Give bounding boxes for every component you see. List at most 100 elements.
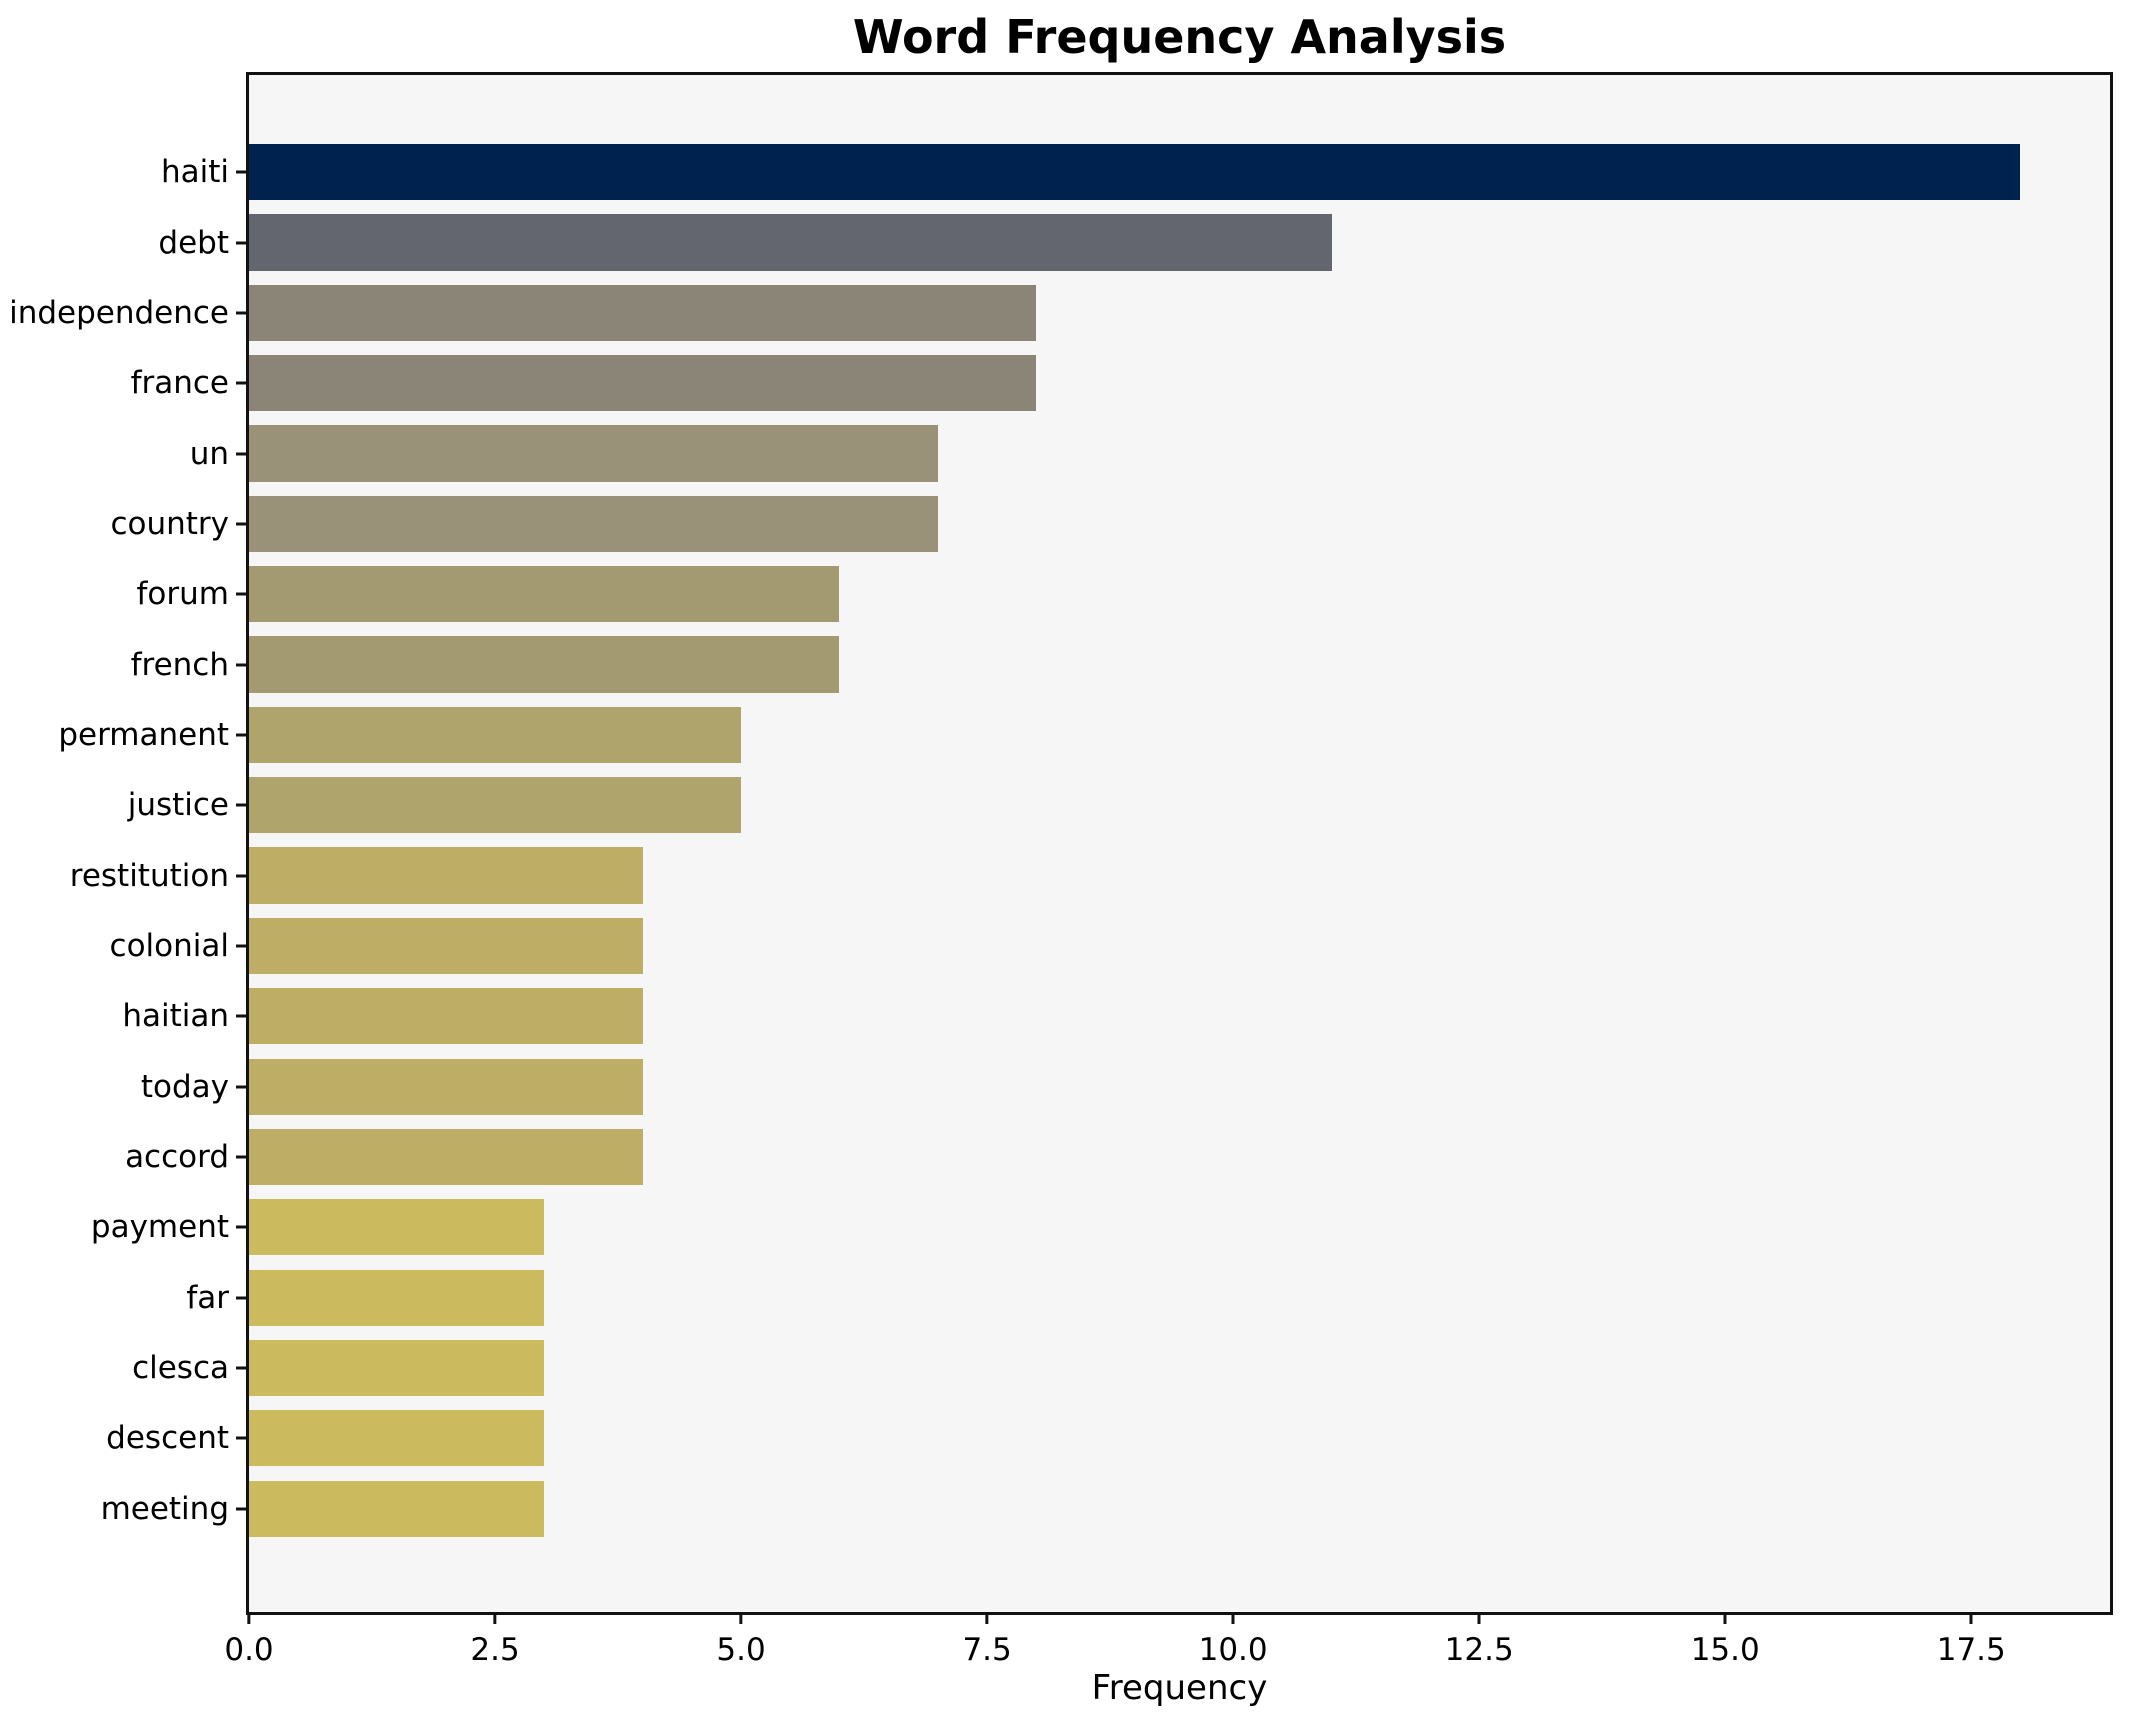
y-tick-mark xyxy=(236,522,248,526)
bar-row: debt xyxy=(158,207,2110,277)
bar-row: restitution xyxy=(70,840,2110,910)
y-tick-label: justice xyxy=(127,787,229,824)
y-tick-mark xyxy=(236,733,248,737)
y-tick-mark xyxy=(236,803,248,807)
y-tick-mark xyxy=(236,381,248,385)
y-tick-label: haitian xyxy=(122,998,229,1035)
y-tick-mark xyxy=(236,1085,248,1089)
y-tick-label: clesca xyxy=(132,1350,229,1387)
x-tick-label: 15.0 xyxy=(1690,1632,1760,1668)
x-tick: 7.5 xyxy=(962,1612,1012,1668)
y-tick-label: un xyxy=(189,435,229,472)
y-tick-label: french xyxy=(130,646,229,683)
bar-row: french xyxy=(131,629,2110,699)
bar-row: today xyxy=(141,1051,2110,1121)
y-tick-mark xyxy=(236,241,248,245)
x-tick-label: 5.0 xyxy=(716,1632,766,1668)
x-tick-mark xyxy=(1477,1612,1481,1624)
bar-row: independence xyxy=(9,278,2110,348)
bar-row: descent xyxy=(106,1403,2110,1473)
y-tick-label: forum xyxy=(136,576,229,613)
x-tick-mark xyxy=(493,1612,497,1624)
plot-area: haiti debt independence france un country foru… xyxy=(9,72,2113,1615)
x-tick-label: 17.5 xyxy=(1936,1632,2006,1668)
x-tick: 2.5 xyxy=(470,1612,520,1668)
bar xyxy=(249,636,840,693)
y-tick-mark xyxy=(236,1507,248,1511)
x-tick-label: 12.5 xyxy=(1444,1632,1514,1668)
y-tick-mark xyxy=(236,311,248,315)
bar-row: colonial xyxy=(110,911,2110,981)
bar xyxy=(249,1269,545,1326)
y-tick-label: meeting xyxy=(100,1490,229,1527)
x-tick: 10.0 xyxy=(1199,1612,1268,1668)
y-tick-label: independence xyxy=(9,294,229,331)
x-tick: 5.0 xyxy=(716,1612,766,1668)
y-tick-mark xyxy=(236,944,248,948)
bar-row: permanent xyxy=(58,700,2110,770)
bar-row: haitian xyxy=(122,981,2110,1051)
y-tick-mark xyxy=(236,874,248,878)
bar xyxy=(249,988,643,1045)
x-tick-label: 10.0 xyxy=(1198,1632,1268,1668)
x-axis-ticks: 0.0 2.5 5.0 7.5 10.0 12.5 15.0 17.5 xyxy=(224,1612,2110,1692)
bar-row: far xyxy=(186,1263,2110,1333)
bar xyxy=(249,144,2021,201)
bar-rows-container: haiti debt independence france un country foru… xyxy=(9,137,2110,1544)
bar xyxy=(249,706,742,764)
y-tick-mark xyxy=(236,452,248,456)
chart-title: Word Frequency Analysis xyxy=(852,10,1507,64)
bar xyxy=(249,1410,545,1467)
y-tick-mark xyxy=(236,1155,248,1159)
bar-row: meeting xyxy=(101,1474,2110,1544)
bar-row: clesca xyxy=(132,1333,2110,1403)
x-axis-label: Frequency xyxy=(1091,1668,1268,1708)
x-tick: 15.0 xyxy=(1691,1612,1760,1668)
y-tick-mark xyxy=(236,592,248,596)
bar xyxy=(249,355,1037,412)
bar xyxy=(249,1199,545,1256)
bar xyxy=(249,425,938,482)
y-tick-label: debt xyxy=(158,224,229,261)
bar xyxy=(249,1058,643,1115)
bar xyxy=(249,566,840,623)
bar xyxy=(249,777,742,834)
bar xyxy=(249,284,1037,341)
x-tick-mark xyxy=(1723,1612,1727,1624)
bar-row: un xyxy=(190,418,2110,488)
bar xyxy=(249,1339,545,1397)
x-tick: 12.5 xyxy=(1445,1612,1514,1668)
y-tick-mark xyxy=(236,170,248,174)
bar-row: france xyxy=(131,348,2110,418)
x-tick: 0.0 xyxy=(224,1612,274,1668)
bar xyxy=(249,1480,545,1537)
y-tick-label: far xyxy=(186,1279,229,1316)
x-tick-label: 2.5 xyxy=(470,1632,520,1668)
y-tick-label: colonial xyxy=(109,927,229,964)
y-tick-label: descent xyxy=(106,1420,229,1457)
bar-row: payment xyxy=(91,1192,2110,1262)
bar xyxy=(249,917,643,975)
bar xyxy=(249,1128,643,1186)
y-tick-mark xyxy=(236,1436,248,1440)
x-tick-label: 7.5 xyxy=(962,1632,1012,1668)
x-tick-mark xyxy=(1231,1612,1235,1624)
y-tick-mark xyxy=(236,663,248,667)
y-tick-label: permanent xyxy=(58,716,229,753)
x-tick-mark xyxy=(739,1612,743,1624)
y-tick-label: restitution xyxy=(69,857,229,894)
x-tick-label: 0.0 xyxy=(224,1632,274,1668)
bar-row: country xyxy=(110,489,2110,559)
bar-row: forum xyxy=(137,559,2110,629)
x-tick-mark xyxy=(1969,1612,1973,1624)
bar-row: accord xyxy=(125,1122,2110,1192)
bar xyxy=(249,214,1332,271)
y-tick-label: haiti xyxy=(160,154,229,191)
x-tick: 17.5 xyxy=(1937,1612,2006,1668)
bar xyxy=(249,495,938,553)
x-tick-mark xyxy=(985,1612,989,1624)
y-tick-label: payment xyxy=(90,1209,229,1246)
bar-row: justice xyxy=(128,770,2110,840)
y-tick-mark xyxy=(236,1296,248,1300)
